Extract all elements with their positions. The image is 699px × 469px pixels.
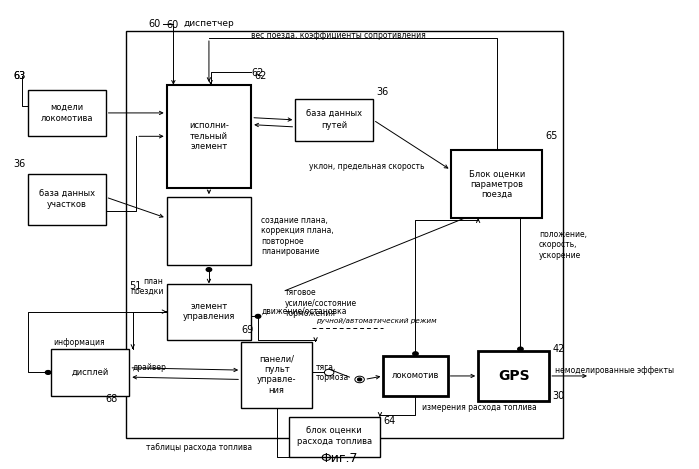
Text: исполни-
тельный
элемент: исполни- тельный элемент [189,121,229,151]
Text: база данных
участков: база данных участков [38,190,95,209]
Text: план
поездки: план поездки [130,277,164,296]
Text: вес поезда, коэффициенты сопротивления: вес поезда, коэффициенты сопротивления [251,31,426,40]
Text: драйвер: драйвер [133,363,166,372]
FancyBboxPatch shape [28,174,106,225]
Circle shape [206,268,212,272]
FancyBboxPatch shape [166,85,251,188]
Text: 65: 65 [546,131,559,141]
Text: Блок оценки
параметров
поезда: Блок оценки параметров поезда [468,169,525,199]
Text: 62: 62 [251,68,264,78]
FancyBboxPatch shape [451,151,542,218]
Circle shape [518,347,523,351]
Text: тяга,
тормоза: тяга, тормоза [315,363,349,383]
FancyBboxPatch shape [295,99,373,141]
Text: 36: 36 [377,87,389,97]
Text: дисплей: дисплей [72,368,109,377]
FancyBboxPatch shape [166,197,251,265]
FancyBboxPatch shape [166,284,251,340]
FancyBboxPatch shape [52,349,129,396]
Text: измерения расхода топлива: измерения расхода топлива [422,403,537,412]
Text: панели/
пульт
управле-
ния: панели/ пульт управле- ния [257,355,296,395]
Text: 60: 60 [166,20,179,30]
Text: 42: 42 [553,344,565,354]
Text: немоделированные эффекты: немоделированные эффекты [554,366,674,375]
Text: информация: информация [54,338,105,347]
Text: 36: 36 [13,159,25,169]
Text: 64: 64 [383,416,396,425]
FancyBboxPatch shape [383,356,447,396]
Text: GPS: GPS [498,369,529,383]
Text: локомотив: локомотив [392,371,439,380]
FancyBboxPatch shape [241,342,312,408]
Text: движение/остановка: движение/остановка [261,307,347,316]
Text: модели
локомотива: модели локомотива [41,103,93,122]
Circle shape [358,378,361,381]
Text: 60: 60 [148,19,161,29]
Text: база данных
путей: база данных путей [306,110,362,129]
Circle shape [45,371,51,374]
Text: 51: 51 [129,281,142,291]
Text: создание плана,
коррекция плана,
повторное
планирование: создание плана, коррекция плана, повторн… [261,216,334,256]
FancyBboxPatch shape [28,90,106,136]
Text: блок оценки
расхода топлива: блок оценки расхода топлива [296,427,372,446]
Circle shape [255,314,261,318]
Text: 68: 68 [106,394,118,404]
Text: элемент
управления: элемент управления [182,302,235,321]
Text: 69: 69 [241,325,253,335]
FancyBboxPatch shape [478,351,549,401]
Text: таблицы расхода топлива: таблицы расхода топлива [146,443,252,452]
Text: тяговое
усилие/состояние
торможения: тяговое усилие/состояние торможения [285,288,357,318]
Circle shape [413,352,418,356]
Text: Фиг.7: Фиг.7 [321,452,358,465]
FancyBboxPatch shape [289,417,380,457]
Text: 62: 62 [254,70,267,81]
Text: положение,
скорость,
ускорение: положение, скорость, ускорение [539,230,587,260]
Text: 63: 63 [13,70,25,81]
Text: уклон, предельная скорость: уклон, предельная скорость [309,162,424,171]
Text: 63: 63 [13,70,25,81]
Text: 30: 30 [553,391,565,401]
Text: ручной/автоматический режим: ручной/автоматический режим [315,318,436,324]
Text: диспетчер: диспетчер [184,19,234,28]
